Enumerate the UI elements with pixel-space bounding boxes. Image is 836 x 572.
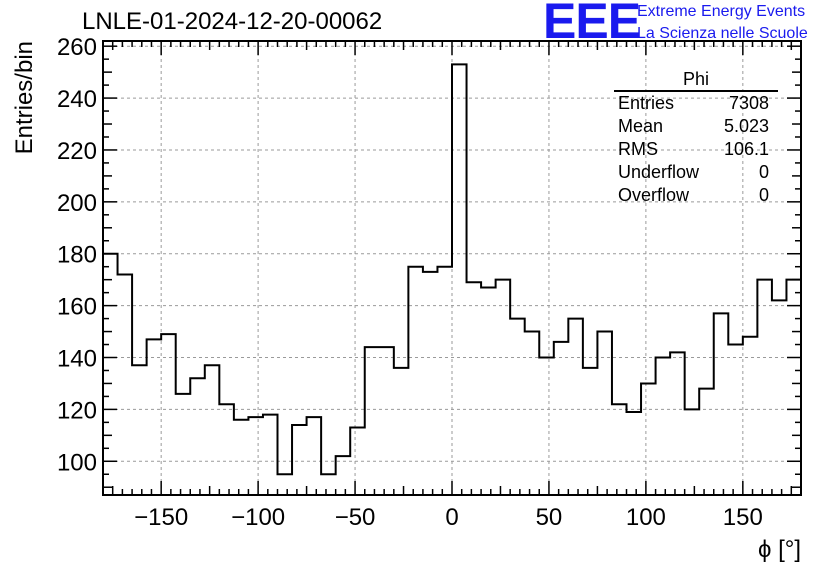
y-axis-label: Entries/bin — [11, 41, 38, 154]
stats-label: Mean — [618, 116, 664, 136]
stats-label: RMS — [618, 139, 658, 159]
stats-label: Underflow — [618, 162, 700, 182]
stats-row-underflow: Underflow 0 — [610, 161, 778, 184]
eee-logo: EEE — [543, 0, 641, 49]
y-tick-label: 140 — [57, 346, 97, 373]
stats-label: Entries — [618, 93, 675, 113]
stats-row-overflow: Overflow 0 — [610, 184, 778, 207]
x-tick-label: −100 — [231, 504, 285, 531]
x-tick-label: 0 — [445, 504, 458, 531]
x-axis-label: ϕ [°] — [758, 536, 801, 563]
stats-row-entries: Entries 7308 — [610, 92, 778, 115]
stats-row-rms: RMS 106.1 — [610, 138, 778, 161]
x-tick-label: −50 — [335, 504, 376, 531]
stats-value: 7308 — [728, 93, 769, 113]
y-tick-label: 200 — [57, 190, 97, 217]
y-tick-label: 220 — [57, 138, 97, 165]
stats-value: 0 — [758, 185, 769, 205]
x-tick-label: 50 — [536, 504, 563, 531]
stats-value: 0 — [758, 162, 769, 182]
y-tick-label: 120 — [57, 397, 97, 424]
run-title: LNLE-01-2024-12-20-00062 — [82, 8, 383, 35]
stats-value: 106.1 — [723, 139, 769, 159]
stats-value: 5.023 — [723, 116, 769, 136]
axis-tick-labels: −150 −100 −50 0 50 100 150 100 120 140 160 180 200 22… — [57, 34, 763, 531]
stats-label: Overflow — [618, 185, 690, 205]
x-tick-label: 100 — [626, 504, 666, 531]
axis-ticks — [103, 41, 801, 495]
stats-title: Phi — [614, 68, 778, 92]
y-tick-label: 160 — [57, 294, 97, 321]
logo-subtitle-2: La Scienza nelle Scuole — [637, 25, 808, 42]
x-tick-label: 150 — [723, 504, 763, 531]
x-tick-label: −150 — [134, 504, 188, 531]
y-tick-label: 260 — [57, 34, 97, 61]
logo-subtitle-1: Extreme Energy Events — [637, 3, 806, 20]
y-tick-label: 180 — [57, 242, 97, 269]
y-tick-label: 100 — [57, 449, 97, 476]
histogram-line — [103, 63, 802, 476]
y-tick-label: 240 — [57, 86, 97, 113]
stats-row-mean: Mean 5.023 — [610, 115, 778, 138]
stats-box: Phi Entries 7308 Mean 5.023 RMS 106.1 Un… — [610, 68, 778, 207]
